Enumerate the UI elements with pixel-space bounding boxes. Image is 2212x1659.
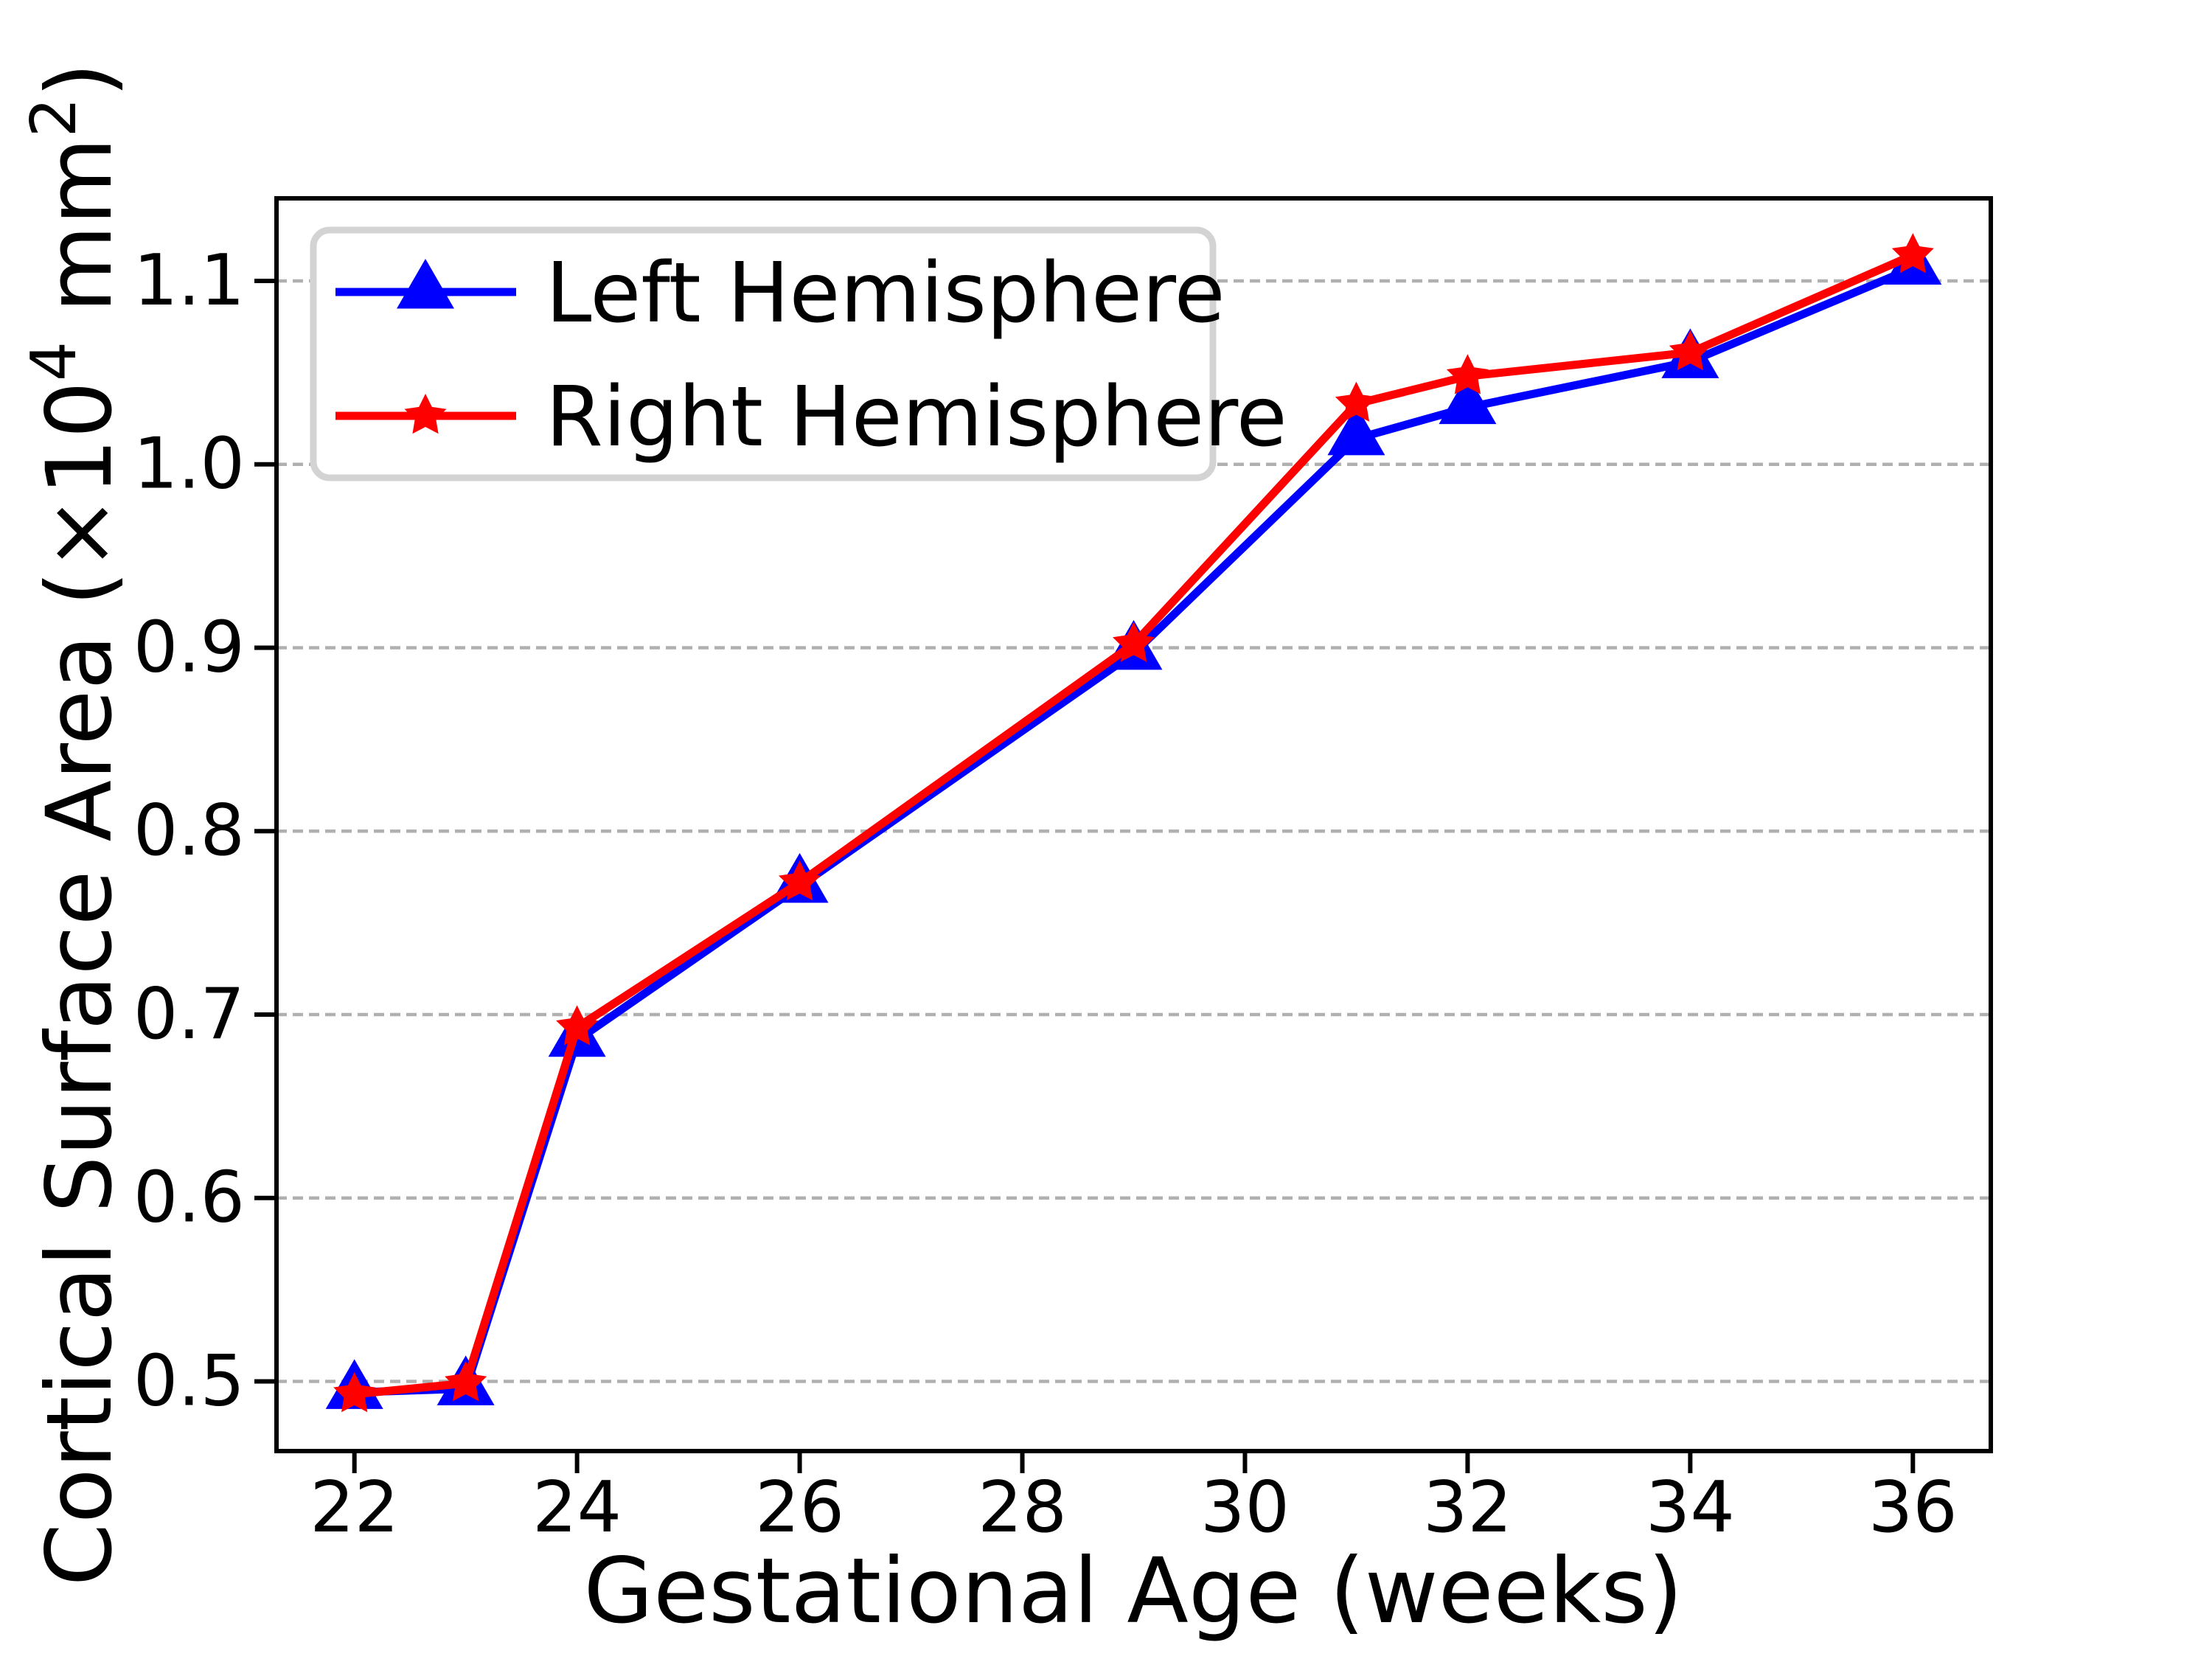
y-axis-ticks: 0.5 0.6 0.7 0.8 0.9 1.0 1.1 (133, 240, 276, 1422)
y-tick-label: 1.1 (133, 240, 245, 321)
x-tick-label: 26 (755, 1467, 844, 1548)
y-tick-label: 0.5 (133, 1340, 245, 1422)
legend-label-left-hemisphere: Left Hemisphere (546, 246, 1225, 341)
data-point-marker-left-hemisphere (1327, 405, 1385, 456)
legend-triangle-up-icon (397, 259, 454, 309)
data-point-marker-right-hemisphere (1446, 354, 1489, 394)
legend-star-icon (404, 394, 447, 434)
legend-label-right-hemisphere: Right Hemisphere (546, 369, 1287, 465)
x-tick-label: 24 (532, 1467, 622, 1548)
data-point-marker-right-hemisphere (556, 1005, 599, 1046)
data-point-marker-right-hemisphere (1335, 381, 1377, 422)
data-point-marker-right-hemisphere (445, 1361, 487, 1402)
y-tick-label: 1.0 (133, 424, 245, 505)
y-tick-label: 0.8 (133, 790, 245, 872)
y-tick-label: 0.6 (133, 1158, 245, 1239)
x-tick-label: 34 (1646, 1467, 1735, 1548)
y-tick-label: 0.9 (133, 607, 245, 688)
y-tick-label: 0.7 (133, 974, 245, 1055)
y-axis-label: Cortical Surface Area (×104 mm2) (18, 63, 132, 1587)
data-point-marker-right-hemisphere (1669, 330, 1711, 371)
legend-key-right-hemisphere (335, 394, 516, 434)
data-point-marker-right-hemisphere (333, 1371, 376, 1413)
plot-frame (274, 196, 1993, 1453)
x-tick-label: 30 (1200, 1467, 1290, 1548)
legend-key-left-hemisphere (335, 259, 516, 309)
legend-box (310, 226, 1217, 481)
data-point-marker-right-hemisphere (779, 860, 821, 901)
x-tick-label: 22 (310, 1467, 399, 1548)
x-axis-ticks: 22 24 26 28 30 32 34 36 (310, 1451, 1958, 1548)
x-axis-label: Gestational Age (weeks) (584, 1539, 1683, 1644)
data-point-marker-left-hemisphere (1439, 374, 1497, 425)
data-point-marker-right-hemisphere (1113, 622, 1155, 662)
x-tick-label: 32 (1423, 1467, 1512, 1548)
data-series (325, 233, 1942, 1413)
x-tick-label: 28 (978, 1467, 1067, 1548)
data-point-marker-right-hemisphere (1891, 233, 1934, 274)
legend: Left Hemisphere Right Hemisphere (310, 226, 1287, 481)
x-tick-label: 36 (1868, 1467, 1958, 1548)
